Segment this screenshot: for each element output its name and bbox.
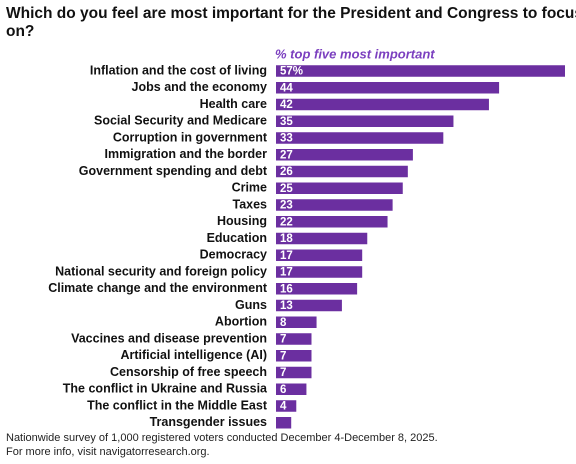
value-label: 7	[280, 367, 286, 379]
value-label: 17	[280, 250, 293, 262]
bar	[276, 82, 500, 94]
value-label: 35	[280, 116, 293, 128]
value-label: 16	[280, 283, 293, 295]
value-label: 23	[280, 200, 293, 212]
category-label: Immigration and the border	[104, 147, 267, 161]
bar	[276, 350, 312, 362]
bar	[276, 400, 297, 412]
bar	[276, 115, 454, 127]
category-label: The conflict in Ukraine and Russia	[63, 382, 268, 396]
bar	[276, 366, 312, 379]
bar	[276, 299, 342, 312]
bar	[276, 132, 444, 144]
value-label: 6	[280, 384, 286, 396]
bar	[276, 316, 317, 328]
category-label: Social Security and Medicare	[94, 114, 267, 128]
bar	[276, 333, 312, 345]
bar	[276, 283, 358, 295]
bar	[276, 149, 413, 161]
category-label: Education	[207, 231, 267, 245]
category-label: The conflict in the Middle East	[87, 398, 268, 412]
bar	[276, 216, 388, 228]
bar	[276, 98, 489, 111]
value-label: 26	[280, 166, 293, 178]
category-label: Crime	[232, 181, 267, 195]
value-label: 33	[280, 133, 293, 145]
value-label: 13	[280, 300, 293, 312]
value-label: 7	[280, 334, 286, 346]
value-label: 18	[280, 233, 293, 245]
value-label: 25	[280, 183, 293, 195]
value-label: 4	[280, 401, 287, 413]
value-label: 8	[280, 317, 287, 329]
bar	[276, 65, 565, 77]
value-label: 17	[280, 267, 293, 279]
value-label: 57%	[280, 66, 303, 78]
category-label: Censorship of free speech	[110, 365, 267, 379]
category-label: Artificial intelligence (AI)	[120, 348, 267, 362]
category-label: Housing	[217, 214, 267, 228]
bar	[276, 383, 307, 395]
category-label: Jobs and the economy	[132, 80, 267, 94]
category-label: Vaccines and disease prevention	[71, 331, 267, 345]
bar	[276, 417, 292, 429]
category-label: National security and foreign policy	[55, 264, 267, 278]
category-label: Inflation and the cost of living	[90, 63, 267, 77]
footnote: Nationwide survey of 1,000 registered vo…	[6, 432, 438, 444]
category-label: Guns	[235, 298, 267, 312]
bar	[276, 199, 393, 211]
bar	[276, 182, 403, 194]
category-label: Taxes	[232, 197, 267, 211]
category-label: Climate change and the environment	[48, 281, 268, 295]
chart-title: Which do you feel are most important for…	[6, 5, 576, 40]
bar	[276, 266, 363, 278]
bar	[276, 249, 363, 261]
chart-subtitle: % top five most important	[275, 46, 435, 61]
category-label: Transgender issues	[150, 415, 267, 429]
bar	[276, 165, 408, 178]
value-label: 22	[280, 216, 293, 228]
category-label: Democracy	[200, 248, 267, 262]
category-label: Government spending and debt	[79, 164, 268, 178]
value-label: 27	[280, 149, 293, 161]
category-label: Abortion	[215, 315, 267, 329]
value-label: 42	[280, 99, 293, 111]
value-label: 44	[280, 82, 293, 94]
bar	[276, 232, 368, 245]
category-label: Health care	[200, 97, 267, 111]
value-label: 7	[280, 350, 286, 362]
footnote: For more info, visit navigatorresearch.o…	[6, 446, 210, 458]
category-label: Corruption in government	[113, 130, 268, 144]
